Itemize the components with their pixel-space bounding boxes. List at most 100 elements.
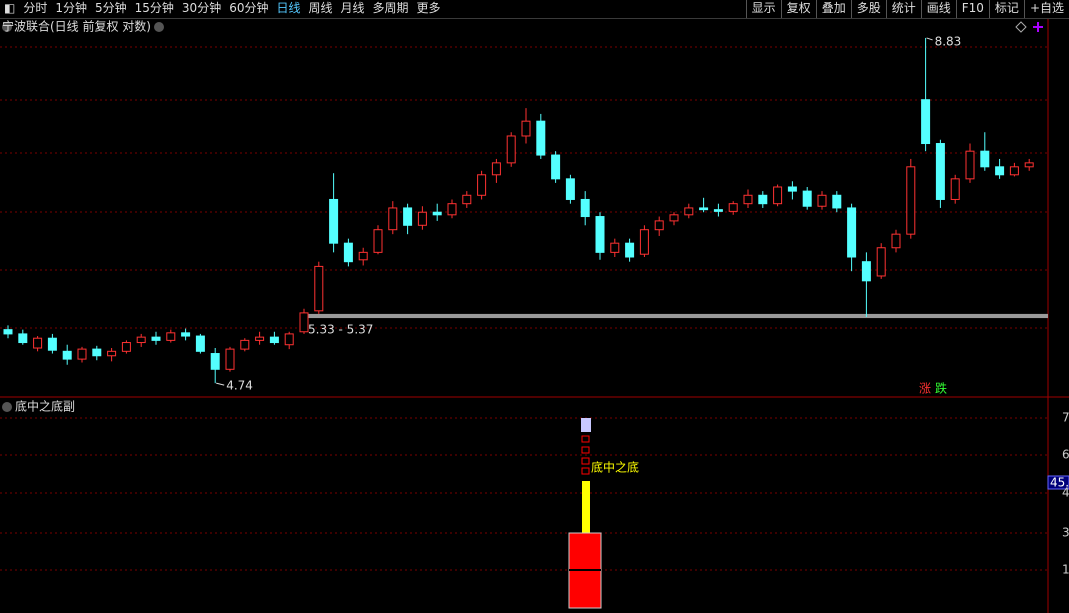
candle-body <box>876 247 886 277</box>
period-tab[interactable]: 60分钟 <box>229 1 269 15</box>
candle-body <box>787 186 797 192</box>
signal-label: 底中之底 <box>591 460 639 475</box>
indicator-signal <box>568 418 602 609</box>
period-tabs: 分时 1分钟 5分钟 15分钟 30分钟 60分钟 日线 周线 月线 多周期 更多 <box>19 0 444 18</box>
candle-body <box>92 348 102 357</box>
candle-body <box>625 242 635 258</box>
candle-body <box>906 166 916 235</box>
menu-icon[interactable] <box>2 402 12 412</box>
candle-body <box>432 211 442 216</box>
candle-body <box>240 339 250 350</box>
candle-body <box>136 336 146 344</box>
toolbar-buttons: 显示 复权 叠加 多股 统计 画线 F10 标记 +自选 <box>745 0 1069 18</box>
indicator-axis-label: 3 <box>1062 526 1069 540</box>
period-tab[interactable]: 月线 <box>340 1 365 15</box>
candle-body <box>935 143 945 200</box>
toolbar-icon[interactable]: ◧ <box>4 1 16 15</box>
signal-box <box>581 467 590 475</box>
candle-body <box>195 335 205 352</box>
period-tab[interactable]: 周线 <box>308 1 333 15</box>
candle-body <box>595 216 605 253</box>
toolbar-button[interactable]: 多股 <box>850 0 886 18</box>
candle-body <box>773 186 783 205</box>
period-tab[interactable]: 1分钟 <box>55 1 87 15</box>
candle-body <box>181 332 191 337</box>
candle-body <box>1024 162 1034 168</box>
support-band <box>305 313 1048 319</box>
current-value: 45.9 <box>1050 476 1069 490</box>
candle-body <box>403 207 413 226</box>
candle-body <box>610 242 620 253</box>
candle-body <box>77 348 87 360</box>
candle-body <box>299 312 309 333</box>
candle-body <box>3 329 13 335</box>
indicator-axis-label: 7 <box>1062 411 1069 425</box>
candle-body <box>950 178 960 200</box>
limit-down-label: 跌 <box>935 381 947 396</box>
high-label: 8.83 <box>935 34 962 48</box>
candle-body <box>699 207 709 211</box>
period-tab[interactable]: 更多 <box>416 1 441 15</box>
signal-bar <box>582 481 590 533</box>
candle-body <box>639 229 649 255</box>
toolbar-button[interactable]: 画线 <box>920 0 956 18</box>
signal-box <box>581 457 590 465</box>
candle-body <box>995 166 1005 176</box>
low-pointer <box>216 382 225 386</box>
candle-body <box>151 336 161 341</box>
toolbar-button[interactable]: 统计 <box>885 0 921 18</box>
high-pointer <box>926 37 933 41</box>
support-label: 5.33 - 5.37 <box>308 323 373 337</box>
toolbar-button[interactable]: F10 <box>955 0 989 18</box>
signal-box <box>581 435 590 443</box>
candle-body <box>713 209 723 212</box>
candle-body <box>521 120 531 137</box>
candle-body <box>255 336 265 341</box>
candle-body <box>477 174 487 196</box>
candle-body <box>980 150 990 168</box>
candle-body <box>284 333 294 346</box>
toolbar-button[interactable]: 显示 <box>745 0 781 18</box>
candle-body <box>684 207 694 216</box>
period-tab[interactable]: 15分钟 <box>134 1 174 15</box>
candle-body <box>758 194 768 205</box>
candle-body <box>358 251 368 261</box>
candle-body <box>447 203 457 216</box>
dropdown-icon[interactable] <box>154 22 164 32</box>
candle-body <box>225 348 235 370</box>
candle-body <box>1009 166 1019 176</box>
period-tab[interactable]: 分时 <box>23 1 48 15</box>
toolbar-button[interactable]: +自选 <box>1023 0 1069 18</box>
period-tab[interactable]: 30分钟 <box>181 1 222 15</box>
candle-body <box>832 194 842 209</box>
candle-body <box>388 207 398 231</box>
candle-body <box>491 162 501 176</box>
toolbar-button[interactable]: 标记 <box>988 0 1024 18</box>
indicator-axis-label: 1 <box>1062 563 1069 577</box>
plus-icon[interactable] <box>1033 22 1043 32</box>
candle-body <box>18 333 28 344</box>
candle-body <box>62 350 72 360</box>
value-box <box>1047 475 1069 490</box>
candle-body <box>817 194 827 207</box>
low-label: 4.74 <box>226 379 253 393</box>
toolbar-button[interactable]: 叠加 <box>815 0 851 18</box>
signal-box <box>581 446 590 454</box>
diamond-icon[interactable] <box>1015 21 1027 33</box>
period-tab[interactable]: 多周期 <box>372 1 409 15</box>
period-tab[interactable]: 5分钟 <box>95 1 127 15</box>
indicator-title: 底中之底副 <box>15 399 75 414</box>
candle-body <box>669 214 679 222</box>
candle-body <box>565 178 575 200</box>
chart-title: 宁波联合(日线 前复权 对数) <box>2 19 151 34</box>
menu-icon[interactable] <box>2 22 12 32</box>
candle-body <box>802 190 812 207</box>
candle-body <box>654 220 664 231</box>
candle-body <box>33 337 43 349</box>
candle-body <box>314 265 324 312</box>
period-tab[interactable]: 日线 <box>276 1 301 15</box>
toolbar-button[interactable]: 复权 <box>780 0 816 18</box>
candle-body <box>506 135 516 164</box>
